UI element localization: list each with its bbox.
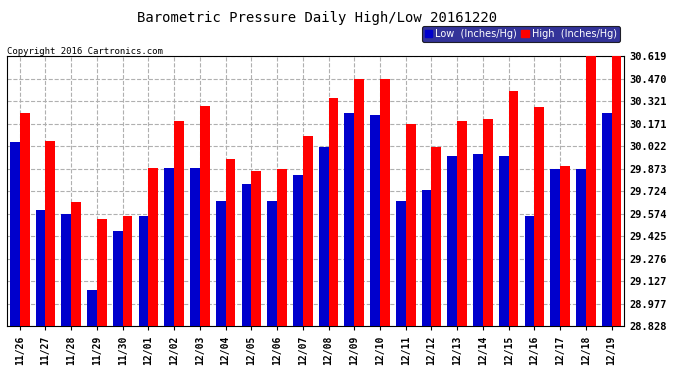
Bar (277, 169, 287, 326)
Bar (20, 113, 30, 326)
Bar (344, 113, 354, 326)
Bar (87, 290, 97, 326)
Bar (457, 121, 467, 326)
Bar (473, 154, 483, 326)
Bar (10, 142, 20, 326)
Bar (611, 56, 622, 326)
Bar (319, 147, 328, 326)
Bar (174, 121, 184, 326)
Bar (551, 169, 560, 326)
Bar (524, 216, 534, 326)
Bar (534, 107, 544, 326)
Bar (267, 201, 277, 326)
Bar (164, 168, 174, 326)
Bar (328, 98, 338, 326)
Bar (560, 166, 570, 326)
Bar (422, 190, 431, 326)
Bar (380, 79, 390, 326)
Bar (406, 124, 415, 326)
Bar (354, 79, 364, 326)
Bar (113, 231, 123, 326)
Bar (71, 202, 81, 326)
Bar (148, 168, 158, 326)
Bar (61, 214, 71, 326)
Bar (226, 159, 235, 326)
Bar (200, 106, 210, 326)
Bar (123, 216, 132, 326)
Bar (36, 210, 46, 326)
Bar (586, 56, 595, 326)
Bar (602, 113, 611, 326)
Bar (396, 201, 406, 326)
Bar (139, 216, 148, 326)
Bar (371, 115, 380, 326)
Bar (216, 201, 226, 326)
Text: Barometric Pressure Daily High/Low 20161220: Barometric Pressure Daily High/Low 20161… (137, 11, 497, 25)
Bar (293, 175, 303, 326)
Legend: Low  (Inches/Hg), High  (Inches/Hg): Low (Inches/Hg), High (Inches/Hg) (422, 26, 620, 42)
Bar (447, 156, 457, 326)
Text: Copyright 2016 Cartronics.com: Copyright 2016 Cartronics.com (7, 47, 163, 56)
Bar (499, 156, 509, 326)
Bar (431, 147, 441, 326)
Bar (46, 141, 55, 326)
Bar (483, 119, 493, 326)
Bar (303, 136, 313, 326)
Bar (97, 219, 107, 326)
Bar (251, 171, 261, 326)
Bar (241, 184, 251, 326)
Bar (576, 169, 586, 326)
Bar (190, 168, 200, 326)
Bar (509, 91, 518, 326)
